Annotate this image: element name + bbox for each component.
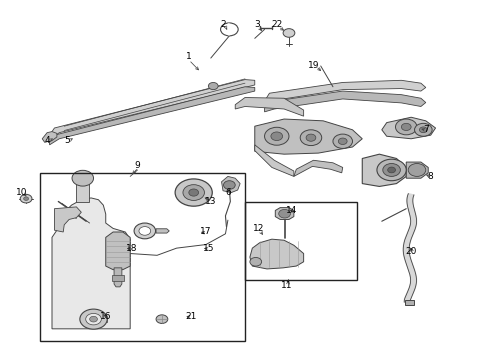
Bar xyxy=(245,202,357,280)
Text: 20: 20 xyxy=(405,247,417,256)
Polygon shape xyxy=(235,98,304,116)
Polygon shape xyxy=(403,194,416,302)
Text: 15: 15 xyxy=(202,244,214,253)
Bar xyxy=(40,173,245,341)
Text: 7: 7 xyxy=(423,125,429,134)
Polygon shape xyxy=(265,80,426,105)
Polygon shape xyxy=(54,207,81,232)
Circle shape xyxy=(401,123,411,131)
Polygon shape xyxy=(106,232,130,270)
Polygon shape xyxy=(405,300,414,305)
Circle shape xyxy=(208,82,218,90)
Polygon shape xyxy=(275,208,294,220)
Polygon shape xyxy=(42,132,57,142)
Polygon shape xyxy=(52,198,130,329)
Text: 6: 6 xyxy=(225,188,231,197)
Text: 4: 4 xyxy=(44,136,50,145)
Text: 17: 17 xyxy=(200,228,212,237)
Polygon shape xyxy=(255,119,362,154)
Polygon shape xyxy=(112,275,124,281)
Text: 18: 18 xyxy=(126,244,137,253)
Polygon shape xyxy=(114,268,122,287)
Text: 19: 19 xyxy=(308,61,319,70)
Circle shape xyxy=(72,170,94,186)
Text: 10: 10 xyxy=(16,188,27,197)
Circle shape xyxy=(80,309,107,329)
Circle shape xyxy=(156,315,168,323)
Polygon shape xyxy=(362,154,406,186)
Circle shape xyxy=(279,210,291,218)
Polygon shape xyxy=(294,160,343,176)
Text: 8: 8 xyxy=(428,172,434,181)
Circle shape xyxy=(183,185,204,201)
Circle shape xyxy=(419,127,427,133)
Circle shape xyxy=(338,138,347,144)
Polygon shape xyxy=(265,91,426,112)
Circle shape xyxy=(139,226,151,235)
Circle shape xyxy=(90,316,98,322)
Polygon shape xyxy=(250,239,304,269)
Circle shape xyxy=(300,130,322,145)
Text: 13: 13 xyxy=(205,197,217,206)
Circle shape xyxy=(189,189,198,196)
Text: 1: 1 xyxy=(186,52,192,61)
Circle shape xyxy=(283,29,295,37)
Polygon shape xyxy=(49,80,255,140)
Circle shape xyxy=(223,181,235,189)
Text: 21: 21 xyxy=(186,312,197,321)
Circle shape xyxy=(395,119,417,135)
Polygon shape xyxy=(221,176,240,193)
Polygon shape xyxy=(49,87,255,145)
Circle shape xyxy=(415,123,432,136)
Circle shape xyxy=(271,132,283,140)
Circle shape xyxy=(265,127,289,145)
Polygon shape xyxy=(382,117,436,139)
Polygon shape xyxy=(406,162,428,178)
Circle shape xyxy=(20,194,32,203)
Text: 11: 11 xyxy=(281,281,292,290)
Polygon shape xyxy=(156,229,169,233)
Text: 9: 9 xyxy=(135,161,140,170)
Circle shape xyxy=(24,197,28,201)
Circle shape xyxy=(377,159,406,181)
Text: 22: 22 xyxy=(271,19,282,28)
Polygon shape xyxy=(223,23,229,36)
Circle shape xyxy=(86,314,101,325)
Circle shape xyxy=(408,163,426,176)
Text: 2: 2 xyxy=(220,19,226,28)
Circle shape xyxy=(175,179,212,206)
Circle shape xyxy=(388,167,395,173)
Text: 3: 3 xyxy=(254,19,260,28)
Text: 5: 5 xyxy=(64,136,70,145)
Circle shape xyxy=(383,163,400,176)
Text: 16: 16 xyxy=(100,312,112,321)
Polygon shape xyxy=(80,316,107,322)
Circle shape xyxy=(306,134,316,141)
Polygon shape xyxy=(255,145,294,176)
Text: 12: 12 xyxy=(253,224,265,233)
Circle shape xyxy=(220,23,238,36)
Circle shape xyxy=(134,223,156,239)
Polygon shape xyxy=(76,176,89,202)
Circle shape xyxy=(250,257,262,266)
Circle shape xyxy=(333,134,352,148)
Text: 14: 14 xyxy=(286,206,297,215)
